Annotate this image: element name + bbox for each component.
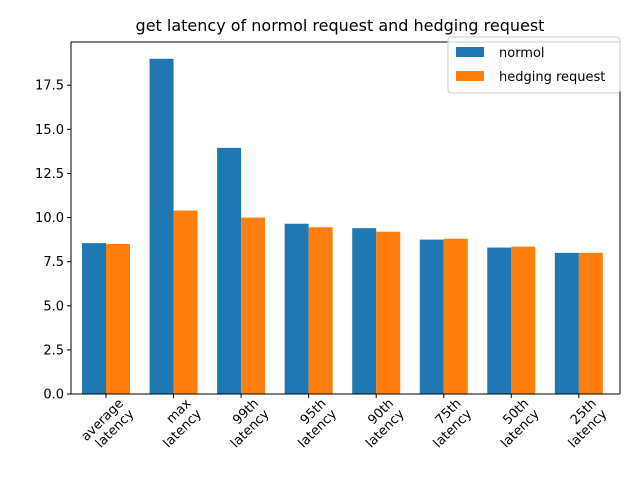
legend-label-hedging-request: hedging request xyxy=(499,70,605,85)
bar-hedging-request-5 xyxy=(443,238,468,394)
y-tick-label: 17.5 xyxy=(35,79,64,94)
bar-normol-4 xyxy=(352,228,377,394)
bar-hedging-request-0 xyxy=(106,244,130,394)
legend-swatch-hedging-request xyxy=(456,71,484,81)
bar-hedging-request-1 xyxy=(173,210,198,394)
bar-normol-5 xyxy=(419,239,444,394)
bar-hedging-request-4 xyxy=(376,231,401,394)
y-tick-label: 7.5 xyxy=(43,255,64,270)
bars-layer xyxy=(82,58,603,394)
y-tick-label: 2.5 xyxy=(43,343,64,358)
legend-label-normol: normol xyxy=(499,46,545,61)
y-tick-label: 12.5 xyxy=(35,167,64,182)
y-tick-label: 15.0 xyxy=(35,123,64,138)
bar-normol-0 xyxy=(82,243,106,394)
bar-normol-1 xyxy=(149,58,174,394)
legend-frame xyxy=(447,36,621,94)
bar-normol-7 xyxy=(554,252,579,394)
bar-hedging-request-2 xyxy=(241,217,266,394)
legend: normol hedging request xyxy=(447,36,621,94)
legend-swatch-normol xyxy=(456,47,484,57)
y-tick-label: 10.0 xyxy=(35,211,64,226)
bar-hedging-request-7 xyxy=(578,252,603,394)
bar-normol-3 xyxy=(284,223,309,394)
bar-normol-6 xyxy=(487,247,512,394)
y-tick-label: 5.0 xyxy=(43,299,64,314)
chart-title: get latency of normol request and hedgin… xyxy=(136,16,545,35)
bar-hedging-request-3 xyxy=(308,227,333,394)
bar-normol-2 xyxy=(217,147,242,394)
bar-hedging-request-6 xyxy=(511,246,536,394)
y-tick-label: 0.0 xyxy=(43,388,64,403)
